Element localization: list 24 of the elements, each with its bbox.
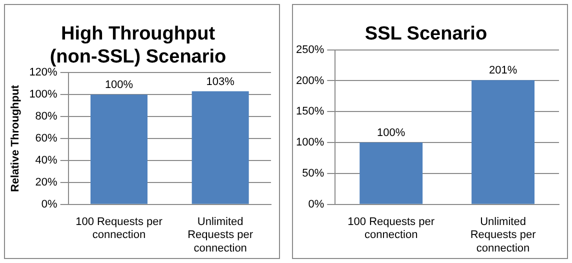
chart-title: SSL Scenario [364, 24, 488, 45]
data-label: 100% [104, 79, 134, 92]
data-label: 103% [206, 76, 235, 88]
x-tick-label: Unlimited Requests per connection [470, 216, 536, 254]
chart-title: High Throughput (non-SSL) Scenario [50, 24, 226, 68]
y-axis-title: Relative Throughput [10, 84, 22, 192]
y-tick-label: 20% [35, 176, 58, 188]
y-tick-label: 100% [29, 88, 58, 101]
y-tick-label: 0% [308, 198, 324, 210]
x-tick-label: 100 Requests per connection [76, 216, 163, 242]
x-tick-label: 100 Requests per connection [348, 216, 435, 242]
y-tick-label: 0% [41, 198, 58, 210]
y-tick-label: 60% [35, 132, 58, 145]
y-tick-label: 100% [296, 136, 324, 149]
data-label: 201% [488, 64, 518, 77]
data-label: 100% [377, 127, 406, 140]
y-tick-label: 80% [35, 110, 58, 123]
y-tick-label: 150% [296, 106, 324, 118]
y-tick-label: 250% [296, 44, 324, 56]
y-tick-label: 40% [35, 154, 58, 166]
y-tick-label: 50% [302, 168, 324, 180]
y-tick-label: 120% [29, 66, 58, 79]
x-tick-label: Unlimited Requests per connection [188, 216, 254, 254]
y-tick-label: 200% [296, 74, 324, 87]
